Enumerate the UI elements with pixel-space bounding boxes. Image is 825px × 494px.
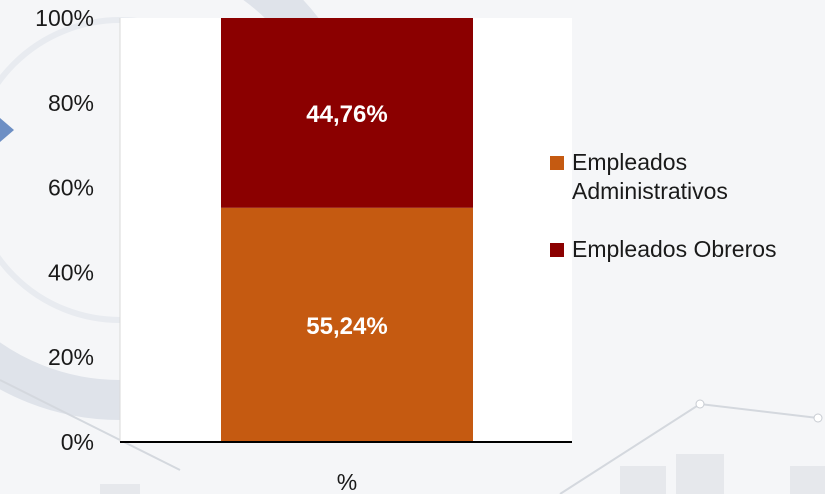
decorative-column [790, 466, 825, 494]
legend-item-obreros: Empleados Obreros [548, 235, 823, 264]
legend-label-administrativos: Empleados Administrativos [572, 149, 728, 204]
y-tick-label: 80% [48, 90, 94, 116]
bar-segment-administrativos [221, 207, 473, 442]
bar-segment-obreros [221, 18, 473, 208]
legend-item-administrativos: Empleados Administrativos [548, 148, 823, 206]
y-tick-label: 100% [35, 5, 94, 31]
y-tick-label: 60% [48, 175, 94, 201]
y-tick-label: 0% [61, 429, 94, 455]
data-label-obreros: 44,76% [306, 101, 387, 128]
legend-swatch-administrativos [550, 156, 564, 170]
legend: Empleados Administrativos Empleados Obre… [548, 148, 823, 293]
decorative-arrow [0, 118, 14, 142]
y-tick-label: 40% [48, 259, 94, 285]
data-label-administrativos: 55,24% [306, 313, 387, 340]
decorative-column [100, 484, 140, 494]
x-category-label: % [337, 469, 357, 494]
decorative-column [620, 466, 666, 494]
y-tick-label: 20% [48, 344, 94, 370]
legend-label-obreros: Empleados Obreros [572, 236, 777, 262]
decorative-column [676, 454, 724, 494]
legend-swatch-obreros [550, 243, 564, 257]
decorative-trend-point [695, 399, 705, 409]
decorative-trend-point [813, 413, 823, 423]
